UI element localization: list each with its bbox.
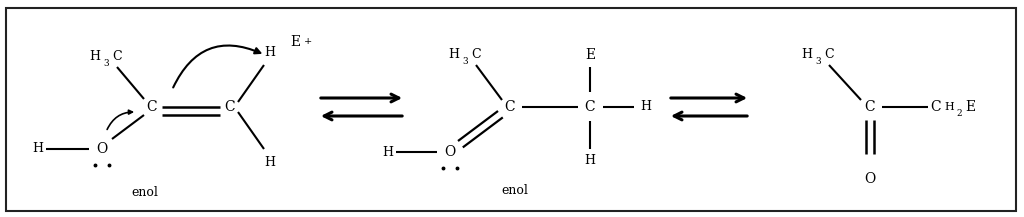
Text: H: H <box>802 49 812 61</box>
Text: H: H <box>449 49 460 61</box>
Text: 2: 2 <box>956 110 962 118</box>
Text: H: H <box>585 155 596 168</box>
Text: H: H <box>264 156 275 168</box>
Text: C: C <box>146 100 158 114</box>
Text: E: E <box>965 100 975 114</box>
Text: enol: enol <box>131 186 159 199</box>
Text: H: H <box>33 143 43 156</box>
Text: C: C <box>505 100 515 114</box>
Text: O: O <box>444 145 456 159</box>
FancyBboxPatch shape <box>6 8 1016 211</box>
Text: O: O <box>96 142 108 156</box>
Text: enol: enol <box>502 184 528 197</box>
Text: E: E <box>585 48 595 62</box>
Text: C: C <box>224 100 236 114</box>
Text: O: O <box>864 172 876 186</box>
Text: C: C <box>864 100 876 114</box>
Text: C: C <box>113 51 122 64</box>
Text: C: C <box>930 100 941 114</box>
Text: H: H <box>383 146 393 158</box>
Text: C: C <box>471 49 481 61</box>
Text: C: C <box>585 100 595 114</box>
Text: 3: 3 <box>462 56 468 66</box>
FancyArrowPatch shape <box>108 110 132 130</box>
Text: 3: 3 <box>103 59 109 67</box>
Text: H: H <box>264 46 275 59</box>
Text: C: C <box>824 49 834 61</box>
Text: E: E <box>290 35 300 49</box>
Text: H: H <box>944 102 953 112</box>
Text: +: + <box>304 36 312 46</box>
Text: H: H <box>640 100 651 113</box>
Text: 3: 3 <box>815 56 821 66</box>
Text: H: H <box>89 51 100 64</box>
FancyArrowPatch shape <box>173 46 260 87</box>
